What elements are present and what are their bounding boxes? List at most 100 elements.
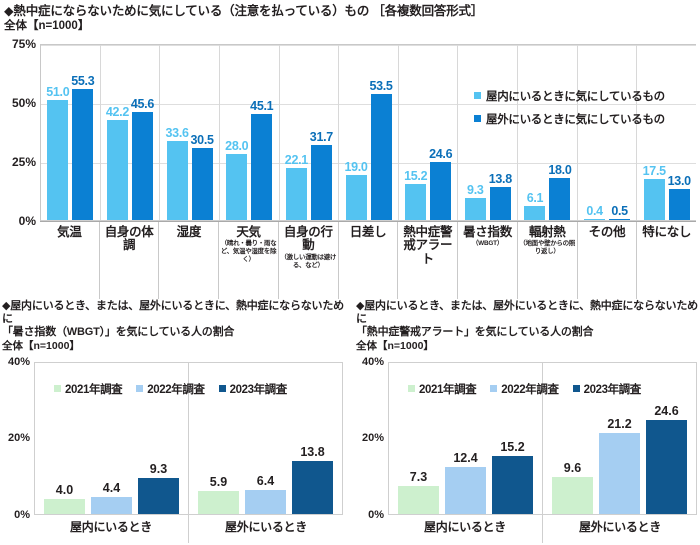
alert-bar: 12.4 [445, 451, 486, 514]
bar-value-label: 0.5 [611, 203, 628, 218]
alert-y-axis-tick: 20% [361, 432, 384, 445]
bar-value-label: 17.5 [642, 163, 666, 178]
bar-group: 28.0 45.1 [220, 44, 280, 220]
wbgt-legend-swatch-icon [136, 385, 144, 393]
bar: 13.8 [489, 172, 512, 220]
main-chart-block: ◆熱中症にならないために気にしている（注意を払っている）もの ［各複数回答形式］… [4, 4, 698, 299]
alert-chart-y-axis: 0% 20% 40% [356, 355, 386, 521]
bar: 45.6 [131, 97, 154, 220]
wbgt-y-axis-tick: 20% [7, 432, 30, 445]
gridline [41, 103, 696, 105]
category-label: 熱中症警戒アラート [398, 221, 459, 299]
bar: 55.3 [71, 74, 95, 220]
bar: 30.5 [191, 133, 214, 220]
alert-chart-bars: 7.3 12.4 15.2 9.6 21.2 24.6 [388, 361, 697, 515]
bar-value-label: 45.1 [250, 98, 274, 113]
alert-title-line2: 「熱中症警戒アラート」を気にしている人の割合 [356, 325, 594, 338]
legend-swatch-icon [474, 115, 481, 123]
alert-bar: 24.6 [646, 404, 687, 514]
wbgt-chart-bars: 4.0 4.4 9.3 5.9 6.4 13.8 [34, 361, 343, 515]
bar: 6.1 [524, 191, 546, 220]
legend-label: 屋外にいるときに気にしているもの [486, 113, 665, 126]
category-label-note: （WBGT） [471, 240, 504, 248]
category-label: 輻射熱 （地面や壁からの照り返し） [518, 221, 578, 299]
alert-legend-item: 2022年調査 [490, 381, 559, 397]
gridline [41, 162, 696, 164]
y-axis-tick: 0% [18, 213, 36, 228]
bar: 45.1 [250, 99, 274, 220]
alert-bar-value-label: 12.4 [453, 450, 478, 465]
main-chart-category-labels: 気温 自身の体調 湿度 天気 （晴れ・曇り・雨など、気温や湿度を除く） 自身の行動 （激しい… [40, 220, 696, 299]
category-label-main: 湿度 [176, 224, 202, 239]
bar: 31.7 [310, 130, 333, 220]
bar: 19.0 [344, 160, 368, 220]
alert-legend-swatch-icon [490, 385, 498, 393]
alert-bar: 21.2 [599, 417, 640, 514]
wbgt-legend-item: 2023年調査 [218, 381, 288, 397]
wbgt-bar: 13.8 [292, 445, 333, 514]
wbgt-bar: 9.3 [138, 462, 179, 514]
category-label-main: 自身の行動 [283, 224, 333, 253]
bar: 0.4 [584, 204, 606, 220]
bar: 53.5 [369, 79, 393, 220]
category-label: 自身の体調 [100, 221, 160, 299]
alert-bar-value-label: 7.3 [409, 470, 428, 485]
main-chart-y-axis: 0% 25% 50% 75% [4, 36, 38, 228]
alert-bar-value-label: 15.2 [500, 439, 525, 454]
bar: 18.0 [548, 163, 572, 220]
alert-y-axis-tick: 40% [361, 355, 384, 368]
wbgt-legend-item: 2022年調査 [136, 381, 205, 397]
bar-value-label: 13.0 [667, 174, 691, 189]
bar: 42.2 [106, 105, 129, 220]
wbgt-bar-value-label: 9.3 [149, 462, 168, 477]
wbgt-legend-label: 2023年調査 [229, 383, 288, 396]
bar: 0.5 [609, 204, 631, 220]
bar-value-label: 31.7 [309, 130, 333, 145]
alert-bar-value-label: 21.2 [607, 416, 632, 431]
bar: 22.1 [285, 153, 308, 220]
bar-value-label: 18.0 [548, 162, 572, 177]
bar-group: 51.0 55.3 [41, 44, 101, 220]
bar: 17.5 [643, 164, 666, 220]
wbgt-chart-sample-size: 全体【n=1000】 [2, 339, 80, 352]
legend-item: 屋内にいるときに気にしているもの [474, 88, 665, 104]
wbgt-chart-block: ◆屋内にいるとき、または、屋外にいるときに、熱中症にならないために 「暑さ指数（… [2, 300, 347, 545]
wbgt-bar-value-label: 4.0 [55, 482, 74, 497]
category-label: 天気 （晴れ・曇り・雨など、気温や湿度を除く） [219, 221, 279, 299]
alert-legend-item: 2023年調査 [572, 381, 641, 397]
wbgt-chart-legend: 2021年調査 2022年調査 2023年調査 [54, 381, 287, 397]
legend-label: 屋内にいるときに気にしているもの [486, 90, 665, 103]
wbgt-bar-value-label: 13.8 [300, 445, 325, 460]
bar: 15.2 [404, 169, 428, 220]
alert-chart-title: ◆屋内にいるとき、または、屋外にいるときに、熱中症にならないために 「熱中症警戒… [356, 300, 700, 339]
y-axis-tick: 25% [11, 154, 36, 169]
main-chart-legend: 屋内にいるときに気にしているもの 屋外にいるときに気にしているもの [474, 88, 665, 127]
legend-item: 屋外にいるときに気にしているもの [474, 111, 665, 127]
bar: 24.6 [429, 147, 453, 220]
alert-bar: 9.6 [552, 461, 593, 514]
bar-value-label: 45.6 [130, 97, 155, 112]
bar-value-label: 42.2 [105, 105, 130, 120]
alert-bar-group: 7.3 12.4 15.2 [389, 362, 543, 514]
bar-group: 6.1 18.0 [518, 44, 578, 220]
bar-value-label: 24.6 [429, 146, 453, 161]
wbgt-chart-plot-area: 0% 20% 40% 4.0 4.4 9.3 5.9 6.4 13.8 屋内にいるとき 屋外にい… [2, 355, 347, 545]
bar-value-label: 51.0 [46, 84, 70, 99]
alert-bar-value-label: 9.6 [563, 461, 582, 476]
bar: 28.0 [225, 139, 249, 220]
wbgt-legend-label: 2021年調査 [65, 383, 123, 396]
bar-value-label: 13.8 [488, 172, 512, 187]
wbgt-y-axis-tick: 0% [14, 508, 30, 521]
bar-value-label: 6.1 [526, 190, 544, 205]
wbgt-bar-value-label: 4.4 [102, 481, 121, 496]
wbgt-bar-value-label: 6.4 [256, 473, 275, 488]
category-label: 特になし [637, 222, 696, 299]
wbgt-y-axis-tick: 40% [7, 355, 30, 368]
alert-bar-group: 9.6 21.2 24.6 [543, 363, 696, 514]
bar-group: 0.4 0.5 [578, 44, 638, 220]
category-label-main: 熱中症警戒アラート [403, 224, 453, 266]
wbgt-bar: 4.0 [44, 483, 85, 514]
bar-value-label: 19.0 [344, 160, 368, 175]
bar-value-label: 0.4 [586, 204, 603, 219]
legend-swatch-icon [474, 92, 481, 100]
